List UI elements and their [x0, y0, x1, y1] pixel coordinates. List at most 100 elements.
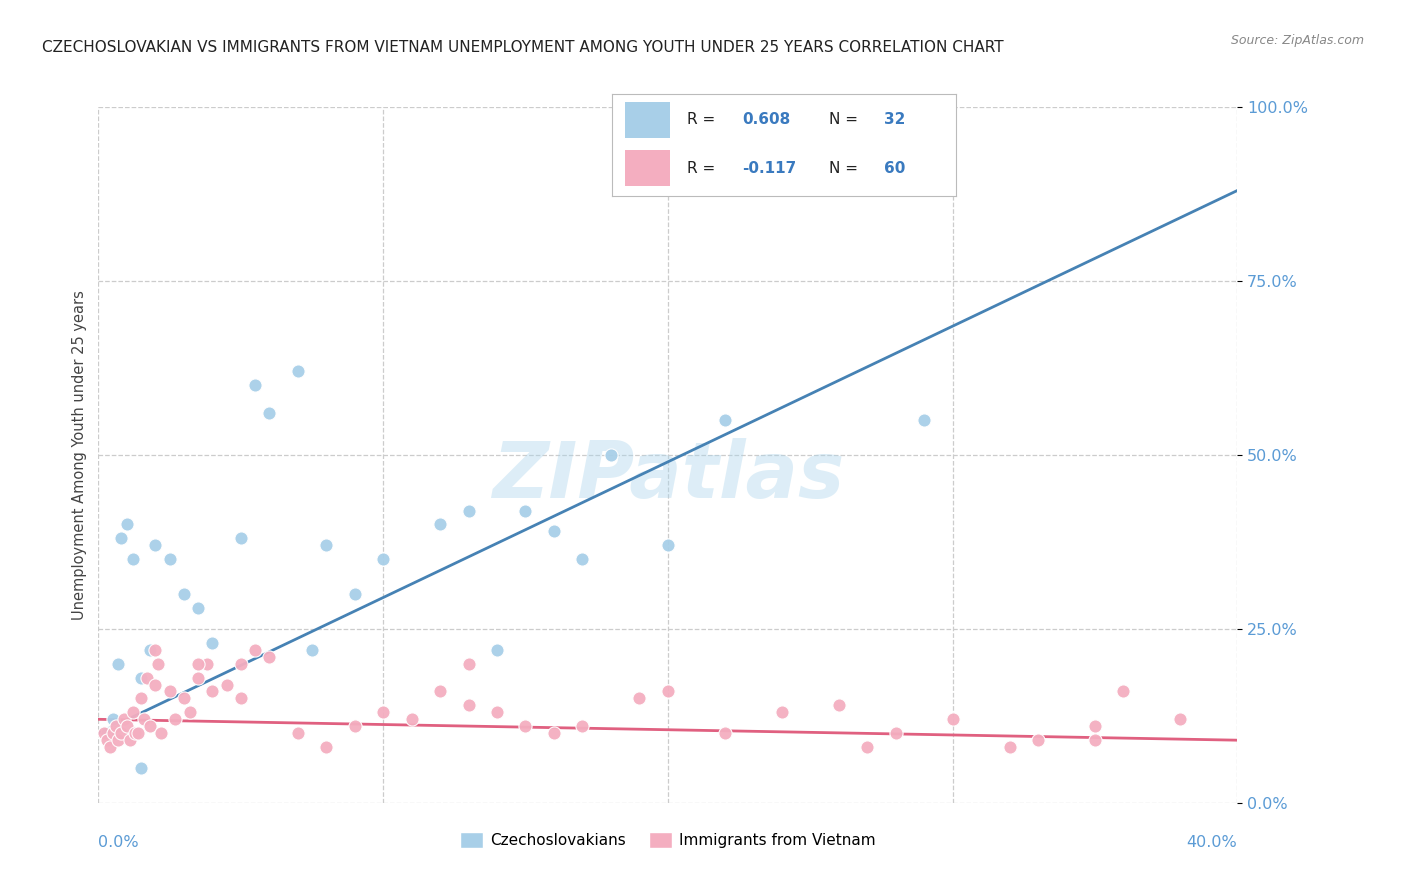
Point: [543, 524, 565, 539]
Point: [150, 726, 173, 740]
Point: [343, 719, 366, 733]
Text: 32: 32: [884, 112, 905, 127]
Point: [942, 712, 965, 726]
FancyBboxPatch shape: [626, 102, 671, 137]
Point: [159, 552, 181, 566]
Text: ZIPatlas: ZIPatlas: [492, 438, 844, 514]
Point: [343, 587, 366, 601]
Point: [371, 706, 394, 720]
Point: [96, 726, 118, 740]
Point: [187, 601, 209, 615]
Point: [457, 698, 479, 713]
Point: [129, 671, 152, 685]
Point: [98, 740, 121, 755]
Point: [243, 642, 266, 657]
Point: [129, 691, 152, 706]
Point: [770, 706, 793, 720]
Point: [486, 706, 509, 720]
Point: [145, 642, 167, 657]
Point: [429, 684, 451, 698]
Point: [215, 677, 238, 691]
Text: R =: R =: [688, 112, 720, 127]
Point: [195, 657, 218, 671]
Point: [138, 719, 160, 733]
Point: [107, 657, 129, 671]
Point: [1170, 712, 1192, 726]
Point: [457, 657, 479, 671]
Point: [714, 413, 737, 427]
Point: [118, 733, 141, 747]
Text: N =: N =: [828, 112, 862, 127]
Point: [201, 636, 224, 650]
Point: [912, 413, 935, 427]
Point: [145, 538, 167, 552]
Point: [127, 726, 149, 740]
Point: [543, 726, 565, 740]
Point: [132, 712, 155, 726]
Text: 0.0%: 0.0%: [98, 836, 139, 850]
Point: [229, 691, 252, 706]
Point: [401, 712, 423, 726]
Point: [145, 677, 167, 691]
Point: [138, 642, 160, 657]
Point: [1084, 719, 1107, 733]
Point: [229, 532, 252, 546]
Point: [121, 552, 143, 566]
Point: [129, 761, 152, 775]
Point: [856, 740, 879, 755]
Point: [315, 740, 337, 755]
Point: [287, 726, 309, 740]
Text: -0.117: -0.117: [742, 161, 797, 176]
Point: [259, 649, 281, 664]
Point: [187, 657, 209, 671]
Point: [229, 657, 252, 671]
Text: N =: N =: [828, 161, 862, 176]
Point: [107, 733, 129, 747]
Point: [179, 706, 201, 720]
Point: [165, 712, 187, 726]
Point: [714, 726, 737, 740]
Point: [657, 684, 679, 698]
FancyBboxPatch shape: [626, 150, 671, 186]
Point: [201, 684, 224, 698]
Point: [515, 719, 537, 733]
Point: [600, 448, 623, 462]
Point: [96, 733, 118, 747]
Point: [315, 538, 337, 552]
Point: [173, 587, 195, 601]
Point: [124, 726, 146, 740]
Text: 40.0%: 40.0%: [1187, 836, 1237, 850]
Point: [998, 740, 1021, 755]
Point: [657, 538, 679, 552]
Point: [884, 726, 907, 740]
Point: [173, 691, 195, 706]
Text: 0.608: 0.608: [742, 112, 790, 127]
Text: Source: ZipAtlas.com: Source: ZipAtlas.com: [1230, 34, 1364, 47]
Point: [515, 503, 537, 517]
Point: [135, 671, 157, 685]
Legend: Czechoslovakians, Immigrants from Vietnam: Czechoslovakians, Immigrants from Vietna…: [454, 826, 882, 855]
Point: [104, 719, 127, 733]
Point: [187, 671, 209, 685]
Text: CZECHOSLOVAKIAN VS IMMIGRANTS FROM VIETNAM UNEMPLOYMENT AMONG YOUTH UNDER 25 YEA: CZECHOSLOVAKIAN VS IMMIGRANTS FROM VIETN…: [42, 40, 1004, 55]
Point: [93, 726, 115, 740]
Point: [259, 406, 281, 420]
Point: [828, 698, 851, 713]
Point: [148, 657, 170, 671]
Point: [115, 517, 138, 532]
Point: [628, 691, 651, 706]
Point: [1084, 733, 1107, 747]
Point: [287, 364, 309, 378]
Text: R =: R =: [688, 161, 720, 176]
Point: [110, 726, 132, 740]
Point: [101, 712, 124, 726]
Point: [301, 642, 323, 657]
Y-axis label: Unemployment Among Youth under 25 years: Unemployment Among Youth under 25 years: [72, 290, 87, 620]
Text: 60: 60: [884, 161, 905, 176]
Point: [571, 719, 593, 733]
Point: [112, 712, 135, 726]
Point: [101, 726, 124, 740]
Point: [371, 552, 394, 566]
Point: [110, 532, 132, 546]
Point: [457, 503, 479, 517]
